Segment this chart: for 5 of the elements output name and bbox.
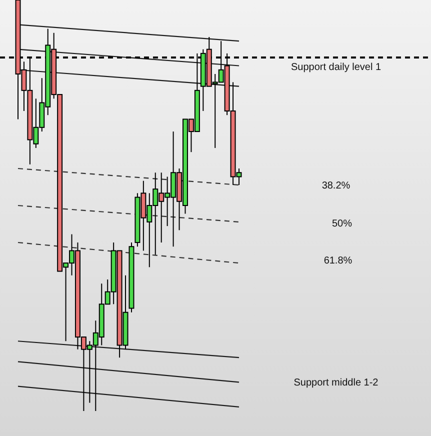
- text: 50%: [332, 218, 352, 230]
- text: 38.2%: [322, 180, 350, 192]
- text: Support middle 1-2: [294, 378, 379, 389]
- ref-line-label: Support daily level 1: [290, 62, 382, 74]
- text: 61.8%: [324, 256, 352, 267]
